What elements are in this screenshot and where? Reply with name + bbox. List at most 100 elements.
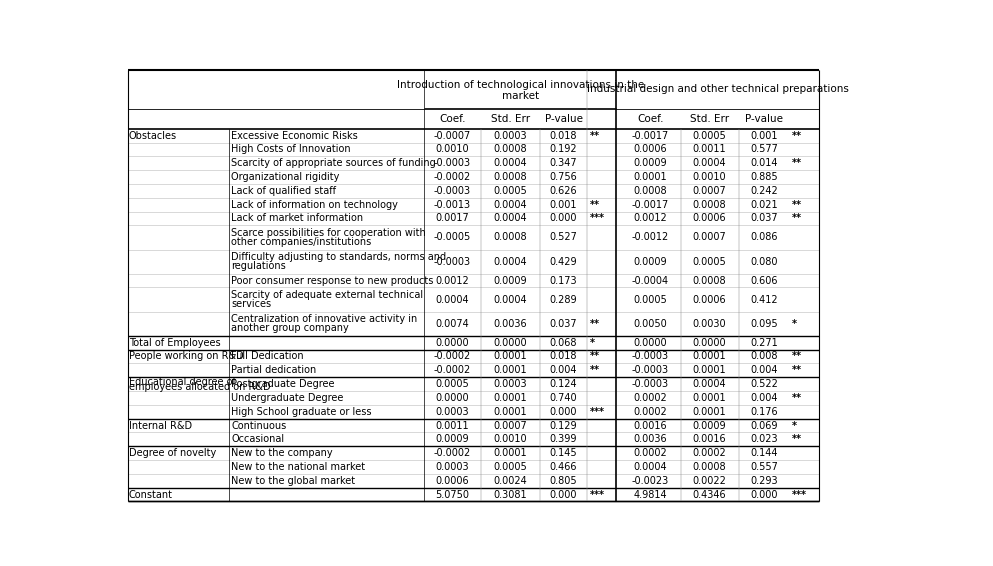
Text: 0.145: 0.145 xyxy=(550,448,577,458)
Text: Excessive Economic Risks: Excessive Economic Risks xyxy=(231,131,357,141)
Text: -0.0003: -0.0003 xyxy=(632,365,669,375)
Text: 0.740: 0.740 xyxy=(550,393,577,403)
Text: *: * xyxy=(792,319,797,329)
Text: 0.0008: 0.0008 xyxy=(693,200,727,209)
Text: Lack of qualified staff: Lack of qualified staff xyxy=(231,186,336,196)
Text: Coef.: Coef. xyxy=(638,114,663,124)
Text: New to the national market: New to the national market xyxy=(231,462,365,472)
Text: 0.0008: 0.0008 xyxy=(494,172,527,182)
Text: ***: *** xyxy=(590,490,605,500)
Text: 0.0001: 0.0001 xyxy=(494,393,527,403)
Text: **: ** xyxy=(792,158,802,168)
Text: *: * xyxy=(792,421,797,431)
Text: 0.0012: 0.0012 xyxy=(634,213,667,224)
Text: Introduction of technological innovations in the: Introduction of technological innovation… xyxy=(396,80,643,90)
Text: 0.805: 0.805 xyxy=(550,476,577,486)
Text: other companies/institutions: other companies/institutions xyxy=(231,237,371,247)
Text: -0.0002: -0.0002 xyxy=(434,448,471,458)
Text: **: ** xyxy=(792,200,802,209)
Text: Std. Err: Std. Err xyxy=(690,114,729,124)
Text: **: ** xyxy=(792,393,802,403)
Text: 0.021: 0.021 xyxy=(750,200,778,209)
Text: Lack of market information: Lack of market information xyxy=(231,213,363,224)
Text: 0.000: 0.000 xyxy=(550,213,577,224)
Text: Lack of information on technology: Lack of information on technology xyxy=(231,200,398,209)
Text: 0.0004: 0.0004 xyxy=(693,158,727,168)
Text: Internal R&D: Internal R&D xyxy=(129,421,192,431)
Bar xyxy=(128,70,819,501)
Text: 0.429: 0.429 xyxy=(550,256,577,267)
Text: Centralization of innovative activity in: Centralization of innovative activity in xyxy=(231,314,417,324)
Text: Std. Err: Std. Err xyxy=(491,114,530,124)
Text: 0.124: 0.124 xyxy=(550,379,577,389)
Text: 0.0009: 0.0009 xyxy=(693,421,727,431)
Text: 0.0016: 0.0016 xyxy=(693,434,727,444)
Text: 0.0017: 0.0017 xyxy=(436,213,470,224)
Text: Continuous: Continuous xyxy=(231,421,286,431)
Text: 0.0036: 0.0036 xyxy=(494,319,527,329)
Text: 0.293: 0.293 xyxy=(750,476,778,486)
Text: 0.037: 0.037 xyxy=(550,319,577,329)
Text: 0.399: 0.399 xyxy=(550,434,577,444)
Text: 0.001: 0.001 xyxy=(750,131,778,141)
Text: 0.0003: 0.0003 xyxy=(436,407,469,417)
Text: 0.0012: 0.0012 xyxy=(436,276,470,286)
Text: 0.0001: 0.0001 xyxy=(693,407,727,417)
Text: Undergraduate Degree: Undergraduate Degree xyxy=(231,393,344,403)
Text: 0.0008: 0.0008 xyxy=(693,462,727,472)
Text: 0.557: 0.557 xyxy=(750,462,778,472)
Text: 0.4346: 0.4346 xyxy=(693,490,727,500)
Text: 0.527: 0.527 xyxy=(549,233,578,242)
Text: 0.0004: 0.0004 xyxy=(494,200,527,209)
Text: 0.0005: 0.0005 xyxy=(494,462,527,472)
Text: 0.0001: 0.0001 xyxy=(693,393,727,403)
Text: 0.0006: 0.0006 xyxy=(693,213,727,224)
Text: *: * xyxy=(590,338,595,348)
Text: 0.080: 0.080 xyxy=(750,256,778,267)
Text: 0.0003: 0.0003 xyxy=(436,462,469,472)
Text: **: ** xyxy=(792,131,802,141)
Text: 0.0001: 0.0001 xyxy=(494,407,527,417)
Text: P-value: P-value xyxy=(544,114,583,124)
Text: 0.0050: 0.0050 xyxy=(634,319,667,329)
Text: 0.0007: 0.0007 xyxy=(494,421,527,431)
Text: 0.0009: 0.0009 xyxy=(634,158,667,168)
Text: 0.095: 0.095 xyxy=(750,319,778,329)
Text: **: ** xyxy=(590,351,600,362)
Text: Organizational rigidity: Organizational rigidity xyxy=(231,172,340,182)
Text: 0.000: 0.000 xyxy=(550,407,577,417)
Text: 0.0008: 0.0008 xyxy=(634,186,667,196)
Text: 0.885: 0.885 xyxy=(750,172,778,182)
Text: Occasional: Occasional xyxy=(231,434,284,444)
Text: -0.0005: -0.0005 xyxy=(434,233,471,242)
Text: **: ** xyxy=(590,319,600,329)
Text: 0.173: 0.173 xyxy=(550,276,577,286)
Text: 0.0000: 0.0000 xyxy=(436,338,469,348)
Text: 0.0010: 0.0010 xyxy=(494,434,527,444)
Text: 0.466: 0.466 xyxy=(550,462,577,472)
Text: ***: *** xyxy=(792,490,807,500)
Text: -0.0007: -0.0007 xyxy=(434,131,471,141)
Text: Obstacles: Obstacles xyxy=(129,131,177,141)
Text: -0.0004: -0.0004 xyxy=(632,276,669,286)
Text: 0.004: 0.004 xyxy=(550,365,577,375)
Text: 0.0005: 0.0005 xyxy=(436,379,470,389)
Text: Full Dedication: Full Dedication xyxy=(231,351,304,362)
Text: Degree of novelty: Degree of novelty xyxy=(129,448,216,458)
Text: 0.0074: 0.0074 xyxy=(436,319,470,329)
Text: P-value: P-value xyxy=(745,114,782,124)
Text: 4.9814: 4.9814 xyxy=(634,490,667,500)
Text: market: market xyxy=(501,91,539,101)
Text: -0.0003: -0.0003 xyxy=(434,158,471,168)
Text: 0.0004: 0.0004 xyxy=(494,256,527,267)
Text: 0.0011: 0.0011 xyxy=(693,144,727,155)
Text: 0.756: 0.756 xyxy=(550,172,577,182)
Text: 0.0036: 0.0036 xyxy=(634,434,667,444)
Text: 0.0006: 0.0006 xyxy=(693,294,727,305)
Text: 0.192: 0.192 xyxy=(550,144,577,155)
Text: Scarcity of adequate external technical: Scarcity of adequate external technical xyxy=(231,290,423,300)
Text: 0.0008: 0.0008 xyxy=(494,233,527,242)
Text: 0.0007: 0.0007 xyxy=(693,233,727,242)
Text: 0.0001: 0.0001 xyxy=(494,448,527,458)
Text: Scarcity of appropriate sources of funding: Scarcity of appropriate sources of fundi… xyxy=(231,158,436,168)
